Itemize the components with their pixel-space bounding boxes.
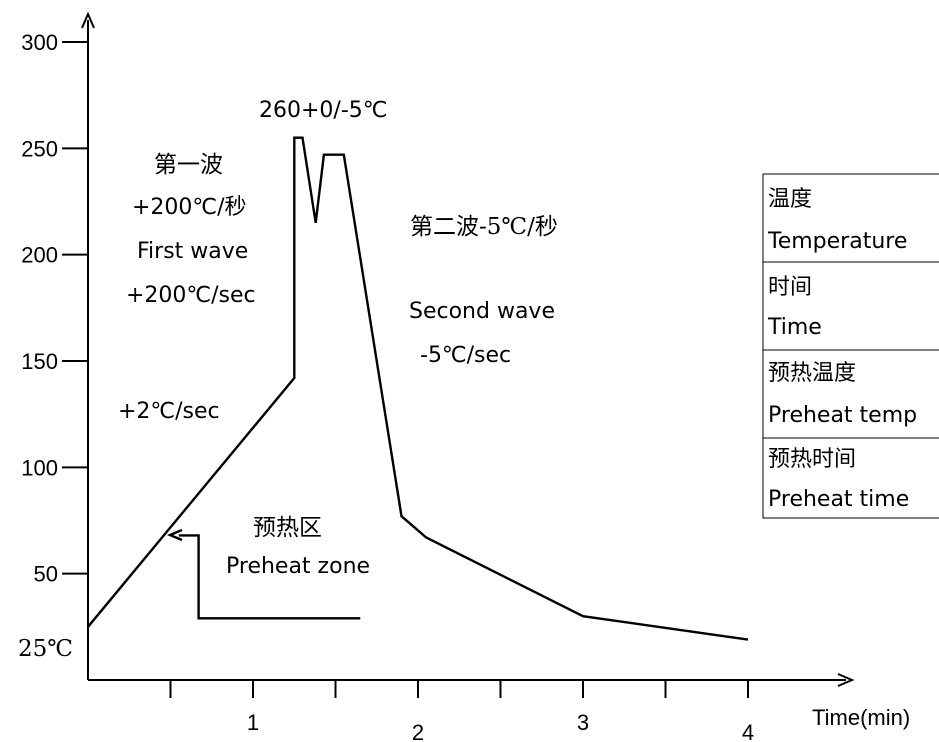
x-tick-label: 1 <box>247 710 259 735</box>
y-tick-label: 300 <box>21 30 58 55</box>
table-cell-cn: 时间 <box>768 275 812 300</box>
table-cell-en: Preheat temp <box>768 403 917 428</box>
second-wave-rate-en-label: -5℃/sec <box>420 343 511 368</box>
table-cell-en: Preheat time <box>768 487 909 512</box>
y-ticks: 300 250 200 150 100 50 <box>21 30 88 587</box>
x-ticks: 1 2 3 4 <box>169 680 754 742</box>
temperature-profile-line <box>87 136 749 641</box>
x-tick-label: 2 <box>412 720 424 742</box>
first-wave-cn-label: 第一波 <box>154 152 223 178</box>
table-row <box>762 173 939 263</box>
x-axis-arrow <box>837 673 855 687</box>
table-cell-en: Temperature <box>767 229 907 254</box>
first-wave-rate-en-label: +200℃/sec <box>126 283 256 308</box>
preheat-bracket <box>178 534 361 620</box>
preheat-zone-cn-label: 预热区 <box>253 515 322 541</box>
table-cell-en: Time <box>767 315 822 340</box>
second-wave-cn-label: 第二波-5℃/秒 <box>410 214 558 240</box>
first-wave-en-label: First wave <box>137 239 248 264</box>
y-axis-arrow <box>81 11 95 29</box>
table-cell-cn: 预热温度 <box>768 361 856 386</box>
y-tick-label: 250 <box>21 136 58 161</box>
side-table: 温度 Temperature 时间 Time 预热温度 Preheat temp… <box>762 173 939 519</box>
table-cell-cn: 预热时间 <box>768 447 856 472</box>
x-tick-label: 3 <box>577 710 589 735</box>
preheat-zone-en-label: Preheat zone <box>226 554 370 579</box>
table-row <box>762 437 939 519</box>
table-cell-cn: 温度 <box>768 187 812 212</box>
peak-label: 260+0/-5℃ <box>259 98 387 123</box>
x-tick-label: 4 <box>742 720 754 742</box>
y-start-label: 25℃ <box>18 636 73 662</box>
x-axis-label: Time(min) <box>812 705 910 730</box>
y-tick-label: 100 <box>21 455 58 480</box>
y-tick-label: 50 <box>34 562 58 587</box>
y-tick-label: 200 <box>21 243 58 268</box>
preheat-arrow-icon <box>166 528 183 542</box>
ramp-rate-label: +2℃/sec <box>118 399 220 424</box>
table-row <box>762 349 939 439</box>
first-wave-rate-cn-label: +200℃/秒 <box>132 195 247 220</box>
second-wave-en-label: Second wave <box>409 299 555 324</box>
y-tick-label: 150 <box>21 349 58 374</box>
